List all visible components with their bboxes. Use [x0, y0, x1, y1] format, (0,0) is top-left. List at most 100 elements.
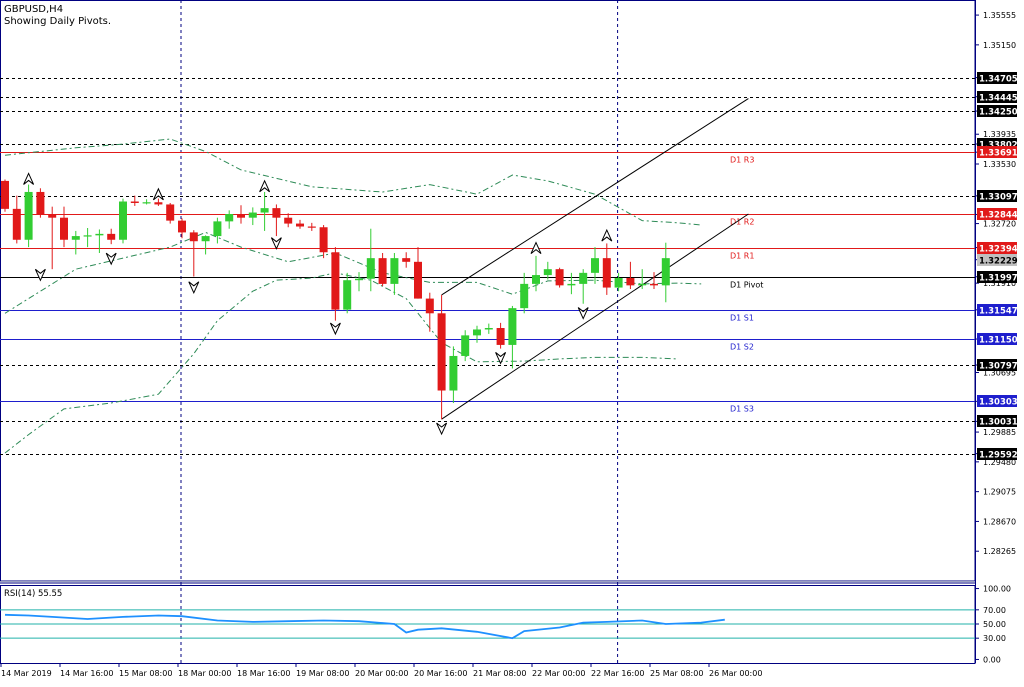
price-box: 1.30303: [977, 395, 1018, 408]
candle: [425, 292, 434, 332]
candle: [272, 204, 281, 237]
rsi-tick-label: 70.00: [983, 606, 1006, 615]
price-tick-label: 1.29885: [983, 428, 1016, 437]
time-tick-label: 20 Mar 16:00: [414, 669, 467, 678]
price-box-label: 1.31997: [979, 274, 1018, 284]
candle: [567, 272, 576, 295]
candle-body: [638, 283, 647, 286]
price-box-label: 1.29592: [979, 451, 1018, 461]
candle-body: [461, 335, 470, 356]
price-box-label: 1.33691: [979, 149, 1018, 159]
price-box-bg: [977, 304, 1017, 316]
price-box-label: 1.34705: [979, 75, 1018, 85]
price-box-label: 1.32394: [979, 245, 1018, 255]
candle: [154, 198, 163, 206]
price-box: 1.30031: [977, 415, 1018, 428]
channel-upper-line: [441, 98, 749, 296]
candle-body: [331, 252, 340, 310]
rsi-tick-label: 100.00: [983, 585, 1011, 594]
fractals-layer: [23, 172, 613, 436]
price-tick-label: 1.30695: [983, 369, 1016, 378]
candle-body: [307, 226, 316, 228]
candle-body: [366, 258, 375, 279]
candle: [142, 199, 151, 205]
candle: [543, 261, 552, 280]
price-box-label: 1.33097: [979, 193, 1018, 203]
price-tick-label: 1.28670: [983, 517, 1016, 526]
candle: [496, 322, 505, 349]
time-tick-label: 14 Mar 2019: [1, 669, 52, 678]
price-box-label: 1.30031: [979, 418, 1018, 428]
candle-body: [260, 208, 269, 213]
candle: [555, 267, 564, 288]
price-tick-label: 1.35555: [983, 11, 1016, 20]
candle: [201, 235, 210, 255]
candle-body: [166, 204, 175, 221]
fractal-arrow-down: [105, 252, 117, 266]
fractal-arrow-down: [34, 268, 46, 282]
candle-body: [496, 328, 505, 345]
price-box-bg: [977, 190, 1017, 202]
pivot-subtitle: Showing Daily Pivots.: [4, 16, 111, 27]
candle-body: [402, 258, 411, 262]
rsi-tick-label: 30.00: [983, 634, 1006, 643]
pivot-label: D1 R1: [730, 252, 754, 261]
envelope-lower-line: [4, 272, 678, 454]
candle-body: [284, 217, 293, 224]
candle-body: [378, 258, 387, 284]
price-tick-label: 1.29075: [983, 488, 1016, 497]
candle-body: [355, 278, 363, 281]
price-box-label: 1.32844: [979, 211, 1018, 221]
candle-body: [591, 258, 599, 273]
fractal-arrow-down: [329, 322, 341, 336]
candle-body: [142, 202, 151, 204]
candle: [532, 255, 540, 292]
candle-body: [272, 208, 281, 218]
candle: [60, 206, 68, 248]
candle-body: [390, 258, 399, 284]
candle: [213, 217, 222, 244]
price-box-bg: [977, 271, 1017, 283]
price-box-bg: [977, 333, 1017, 345]
price-box: 1.29592: [977, 448, 1018, 461]
fractal-arrow-down: [577, 307, 589, 320]
fractal-arrow-down: [270, 237, 282, 250]
candle-body: [555, 269, 564, 286]
price-box: 1.31997: [977, 271, 1018, 284]
candle: [402, 252, 411, 268]
candle: [591, 247, 599, 284]
candle-body: [36, 191, 45, 215]
price-box-bg: [977, 395, 1017, 407]
price-box-bg: [977, 146, 1017, 158]
candle: [71, 230, 80, 255]
time-tick-label: 19 Mar 08:00: [296, 669, 349, 678]
candle: [130, 195, 139, 206]
candle-body: [48, 214, 57, 218]
price-tick-label: 1.28265: [983, 547, 1016, 556]
candle: [343, 272, 352, 314]
price-box: 1.34250: [977, 105, 1018, 118]
fractal-arrow-up: [23, 172, 35, 185]
price-box: 1.32844: [977, 208, 1018, 221]
price-box-bg: [977, 242, 1017, 254]
price-axis-layer: 1.35555 1.35150 1.34705 1.34445 1.34250 1.339…: [975, 0, 1018, 663]
symbol-title: GBPUSD,H4: [4, 4, 63, 15]
candle-body: [71, 236, 80, 240]
candle: [237, 205, 245, 224]
candle-body: [319, 227, 328, 253]
candle-body: [154, 202, 163, 205]
candle-body: [414, 261, 422, 299]
candle-body: [130, 201, 139, 203]
candle: [95, 229, 104, 253]
candle: [1, 179, 9, 212]
pivot-label: D1 R2: [730, 218, 754, 227]
channel-lower-line: [441, 213, 749, 420]
candle: [319, 225, 328, 259]
price-tick-label: 1.35150: [983, 41, 1016, 50]
price-box-bg: [977, 415, 1017, 427]
candle: [48, 206, 57, 270]
candle-body: [178, 220, 186, 233]
candle-body: [520, 283, 529, 309]
